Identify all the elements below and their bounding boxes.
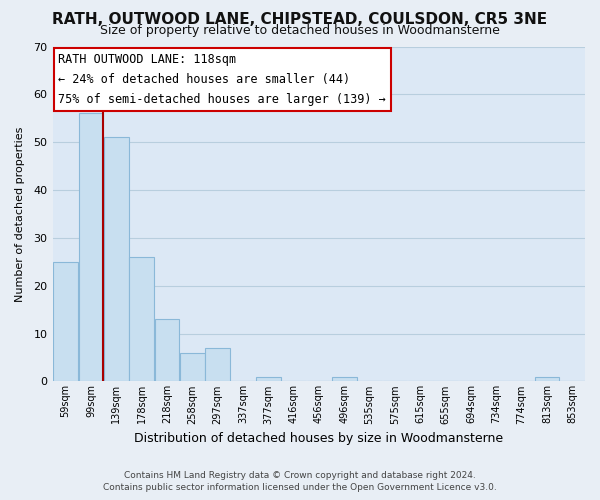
Text: Size of property relative to detached houses in Woodmansterne: Size of property relative to detached ho… <box>100 24 500 37</box>
Text: Contains HM Land Registry data © Crown copyright and database right 2024.
Contai: Contains HM Land Registry data © Crown c… <box>103 471 497 492</box>
Text: RATH OUTWOOD LANE: 118sqm
← 24% of detached houses are smaller (44)
75% of semi-: RATH OUTWOOD LANE: 118sqm ← 24% of detac… <box>58 53 386 106</box>
Bar <box>130 257 154 382</box>
Bar <box>79 114 103 382</box>
Bar <box>256 376 281 382</box>
Bar <box>155 319 179 382</box>
Bar <box>180 352 205 382</box>
Bar <box>535 376 559 382</box>
Y-axis label: Number of detached properties: Number of detached properties <box>15 126 25 302</box>
Bar <box>205 348 230 382</box>
X-axis label: Distribution of detached houses by size in Woodmansterne: Distribution of detached houses by size … <box>134 432 503 445</box>
Bar <box>53 262 78 382</box>
Bar <box>104 138 128 382</box>
Text: RATH, OUTWOOD LANE, CHIPSTEAD, COULSDON, CR5 3NE: RATH, OUTWOOD LANE, CHIPSTEAD, COULSDON,… <box>52 12 548 28</box>
Bar <box>332 376 356 382</box>
